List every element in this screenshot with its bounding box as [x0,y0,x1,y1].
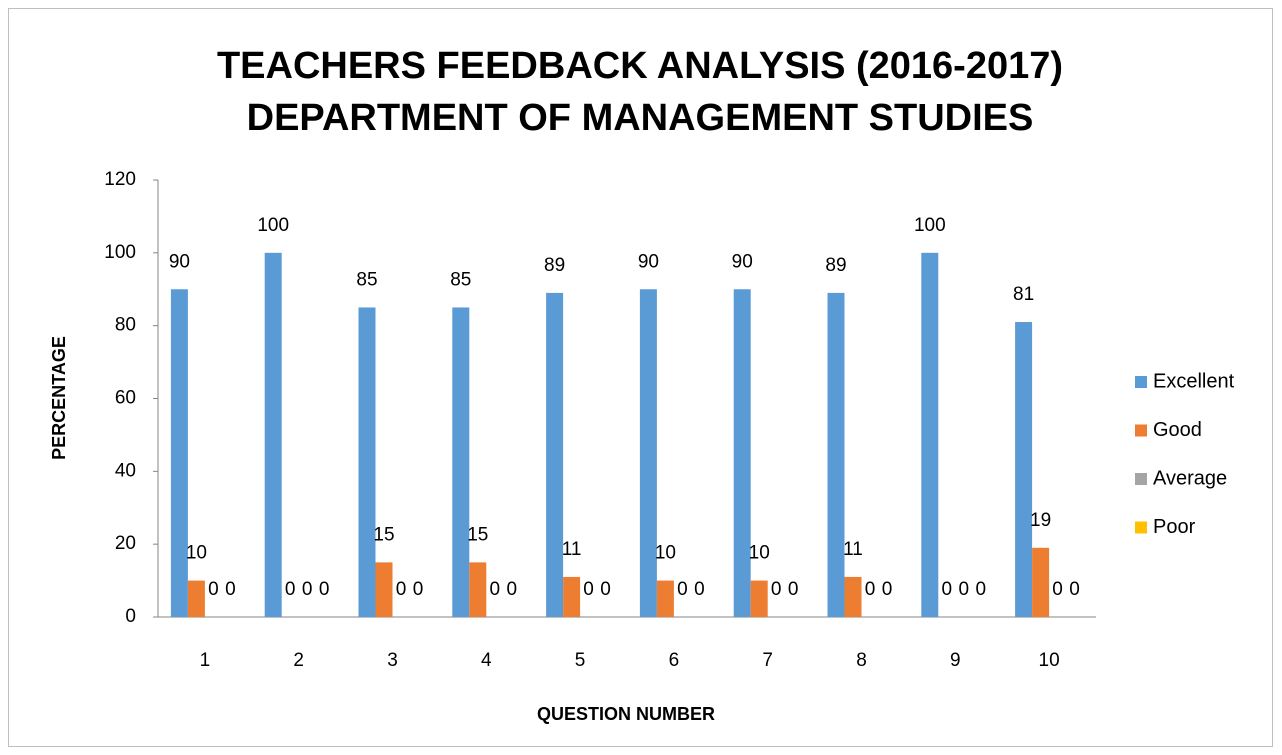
data-label: 100 [914,215,946,236]
data-label: 0 [208,579,219,600]
data-label: 0 [788,579,799,600]
data-label: 90 [638,251,659,272]
data-label: 15 [373,524,394,545]
data-label: 0 [490,579,501,600]
bar [264,252,282,618]
chart-title: TEACHERS FEEDBACK ANALYSIS (2016-2017) [217,45,1063,87]
data-label: 0 [1069,579,1080,600]
y-tick-label: 80 [115,315,136,336]
bar [375,562,393,617]
bar [1032,547,1050,617]
bar [921,252,939,618]
legend-label: Poor [1153,516,1196,538]
x-tick-label: 10 [1039,650,1060,671]
data-label: 89 [544,255,565,276]
data-label: 0 [225,579,236,600]
data-label: 0 [319,579,330,600]
data-label: 89 [825,255,846,276]
x-tick-label: 1 [200,650,211,671]
y-tick-label: 60 [115,388,136,409]
data-label: 0 [942,579,953,600]
data-label: 81 [1013,284,1034,305]
bar [546,292,564,617]
legend-swatch [1135,376,1147,388]
data-label: 10 [749,543,770,564]
data-label: 90 [732,251,753,272]
x-tick-label: 3 [387,650,398,671]
data-label: 10 [186,543,207,564]
x-tick-label: 7 [762,650,773,671]
x-tick-label: 6 [669,650,680,671]
legend-label: Excellent [1153,370,1235,392]
bar [170,289,188,617]
x-tick-label: 5 [575,650,586,671]
data-label: 0 [413,579,424,600]
data-label: 90 [169,251,190,272]
bar [639,289,657,617]
legend-swatch [1135,521,1147,534]
data-label: 15 [467,524,488,545]
data-label: 0 [583,579,594,600]
data-label: 0 [976,579,987,600]
data-label: 0 [285,579,296,600]
bar [469,562,487,617]
data-label: 85 [356,269,377,290]
bar [656,580,674,617]
y-axis-label: PERCENTAGE [49,336,69,460]
x-axis-label: QUESTION NUMBER [537,704,715,724]
data-label: 11 [843,539,863,560]
x-tick-label: 8 [856,650,867,671]
bar [1015,322,1033,617]
x-tick-label: 2 [293,650,304,671]
legend-swatch [1135,473,1147,485]
y-tick-label: 40 [115,460,136,481]
data-label: 85 [450,269,471,290]
x-tick-label: 9 [950,650,961,671]
y-tick-label: 20 [115,533,136,554]
legend-label: Good [1153,419,1202,441]
data-label: 0 [507,579,518,600]
bar [187,580,205,617]
data-label: 0 [302,579,313,600]
bar [563,576,581,617]
data-label: 0 [396,579,407,600]
data-label: 11 [562,539,582,560]
data-label: 100 [257,215,289,236]
bar [827,292,845,617]
bar [844,576,862,617]
y-tick-label: 0 [125,606,136,627]
data-label: 0 [865,579,876,600]
y-tick-label: 120 [104,169,136,190]
chart-title: DEPARTMENT OF MANAGEMENT STUDIES [247,97,1034,139]
data-label: 0 [882,579,893,600]
legend-swatch [1135,424,1147,437]
bar [733,289,751,617]
data-label: 0 [694,579,705,600]
data-label: 10 [655,543,676,564]
data-label: 0 [677,579,688,600]
y-tick-label: 100 [104,242,136,263]
data-label: 0 [600,579,611,600]
bar [358,307,376,617]
data-label: 19 [1030,510,1051,531]
x-tick-label: 4 [481,650,492,671]
data-label: 0 [1052,579,1063,600]
legend-label: Average [1153,467,1227,489]
bar [750,580,768,617]
bar [452,307,470,617]
data-label: 0 [959,579,970,600]
data-label: 0 [771,579,782,600]
